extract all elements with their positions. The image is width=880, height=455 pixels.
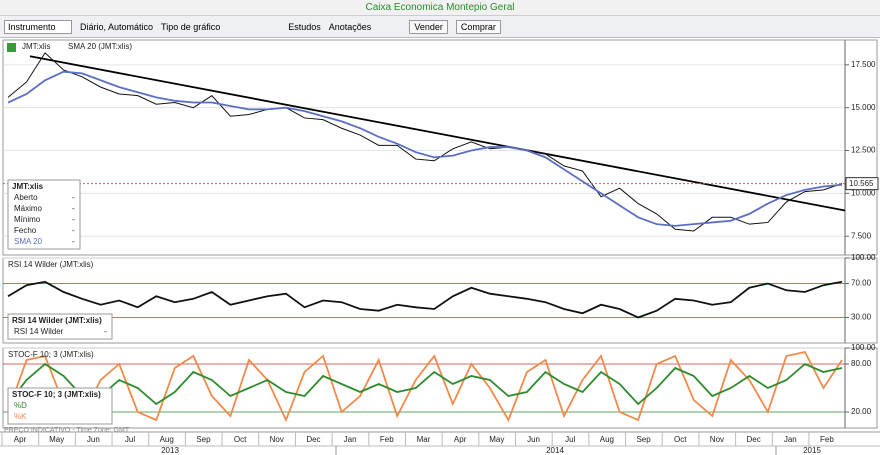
x-tick-label: Jul xyxy=(125,435,135,444)
series-line xyxy=(7,350,843,423)
y-tick-label: 100.00 xyxy=(851,253,876,262)
x-tick-label: Oct xyxy=(234,435,247,444)
year-label: 2014 xyxy=(546,446,564,455)
x-tick-label: May xyxy=(49,435,64,444)
legend-label: Mínimo xyxy=(14,215,41,224)
legend-title: STOC-F 10; 3 (JMT:xlis) xyxy=(12,390,101,399)
legend-label: RSI 14 Wilder xyxy=(14,327,64,336)
y-tick-label: 12.500 xyxy=(851,146,876,155)
panel-header: RSI 14 Wilder (JMT:xlis) xyxy=(8,260,94,269)
legend-label: Máximo xyxy=(14,204,43,213)
panel-header: STOC-F 10; 3 (JMT:xlis) xyxy=(8,350,94,359)
x-tick-label: Jan xyxy=(344,435,357,444)
y-tick-label: 10.000 xyxy=(851,188,876,197)
studies-menu[interactable]: Estudos xyxy=(288,21,321,32)
legend-value: - xyxy=(72,204,75,213)
legend-value: - xyxy=(104,327,107,336)
toolbar: Instrumento Diário, Automático Tipo de g… xyxy=(0,16,880,38)
x-tick-label: Aug xyxy=(160,435,174,444)
period-menu[interactable]: Diário, Automático xyxy=(80,21,154,32)
panel-icon xyxy=(7,43,16,52)
legend-value: - xyxy=(72,215,75,224)
series-line xyxy=(7,362,843,406)
legend-value: - xyxy=(72,193,75,202)
y-tick-label: 20.00 xyxy=(851,407,872,416)
x-tick-label: Jan xyxy=(784,435,797,444)
x-tick-label: Sep xyxy=(196,435,211,444)
chart-type-menu[interactable]: Tipo de gráfico xyxy=(161,21,221,32)
footer-note: PREÇO INDICATIVO - Time Zone: GMT xyxy=(4,427,130,434)
legend-value: - xyxy=(72,226,75,235)
y-tick-label: 17.500 xyxy=(851,60,876,69)
y-tick-label: 7.500 xyxy=(851,231,872,240)
y-tick-label: 80.00 xyxy=(851,359,872,368)
panel-header: SMA 20 (JMT:xlis) xyxy=(68,42,132,51)
sell-button[interactable]: Vender xyxy=(409,19,448,34)
x-tick-label: Oct xyxy=(674,435,687,444)
y-tick-label: 70.00 xyxy=(851,279,872,288)
y-tick-label: 100.00 xyxy=(851,343,876,352)
x-tick-label: Sep xyxy=(636,435,651,444)
panel-header: JMT:xlis xyxy=(22,42,50,51)
legend-box xyxy=(7,387,113,425)
x-tick-label: Apr xyxy=(14,435,27,444)
trendline xyxy=(29,55,846,212)
x-tick-label: Nov xyxy=(270,435,284,444)
x-tick-label: Nov xyxy=(710,435,724,444)
legend-label: Fecho xyxy=(14,226,37,235)
legend-label: %K xyxy=(14,412,27,421)
x-tick-label: Aug xyxy=(600,435,614,444)
series-line xyxy=(7,280,843,319)
legend-title: JMT:xlis xyxy=(12,182,44,191)
panel-frame xyxy=(2,347,878,429)
instrument-input[interactable]: Instrumento xyxy=(4,19,72,34)
legend-value: - xyxy=(72,237,75,246)
x-tick-label: Dec xyxy=(306,435,320,444)
year-label: 2013 xyxy=(161,446,179,455)
x-tick-label: Feb xyxy=(820,435,834,444)
legend-box xyxy=(7,313,113,340)
legend-box xyxy=(7,179,81,250)
year-label: 2015 xyxy=(803,446,821,455)
panel-frame xyxy=(2,39,878,256)
x-tick-label: Apr xyxy=(454,435,467,444)
x-tick-label: Jun xyxy=(527,435,540,444)
legend-label: Aberto xyxy=(14,193,38,202)
y-tick-label: 30.00 xyxy=(851,313,872,322)
last-price-label: 10.565 xyxy=(849,179,874,188)
last-price-tag xyxy=(845,177,879,191)
buy-button[interactable]: Comprar xyxy=(455,19,501,34)
x-tick-label: Jul xyxy=(565,435,575,444)
window-title: Caixa Economica Montepio Geral xyxy=(0,0,880,16)
series-line xyxy=(7,70,843,227)
legend-label: %D xyxy=(14,401,27,410)
y-tick-label: 15.000 xyxy=(851,103,876,112)
x-tick-label: May xyxy=(489,435,504,444)
x-tick-label: Feb xyxy=(380,435,394,444)
legend-label: SMA 20 xyxy=(14,237,43,246)
panel-frame xyxy=(2,257,878,344)
legend-title: RSI 14 Wilder (JMT:xlis) xyxy=(12,316,102,325)
x-tick-label: Jun xyxy=(87,435,100,444)
annotations-menu[interactable]: Anotações xyxy=(328,21,372,32)
x-tick-label: Mar xyxy=(417,435,431,444)
x-tick-label: Dec xyxy=(746,435,760,444)
